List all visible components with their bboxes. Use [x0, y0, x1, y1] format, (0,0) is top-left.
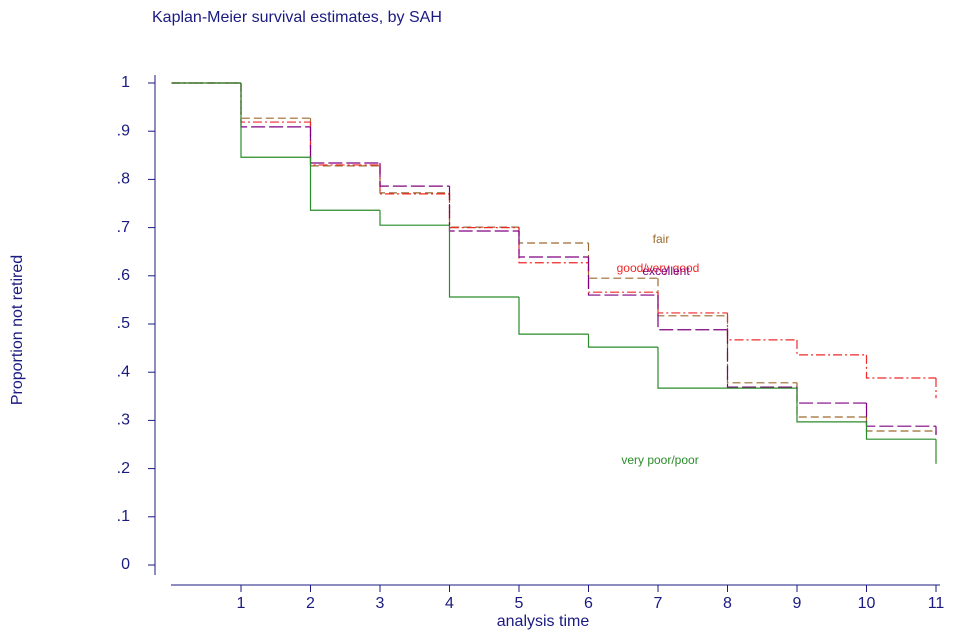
x-tick-label: 3 [376, 595, 385, 612]
km-step [796, 382, 867, 418]
x-tick-label: 1 [237, 595, 246, 612]
km-step [379, 164, 450, 195]
km-step [518, 230, 589, 258]
km-step [240, 83, 311, 119]
km-step [518, 227, 589, 264]
km-step [657, 278, 728, 317]
y-tick-label: .3 [117, 412, 130, 429]
km-step [865, 403, 936, 427]
y-tick-label: .9 [117, 122, 130, 139]
y-tick-label: .6 [117, 267, 130, 284]
y-tick-label: .5 [117, 315, 130, 332]
km-step [448, 225, 519, 298]
km-step [796, 339, 867, 356]
km-step [726, 312, 797, 341]
y-axis-label: Proportion not retired [9, 255, 26, 405]
km-step [865, 417, 936, 432]
km-step [865, 354, 936, 379]
km-step [309, 157, 380, 211]
x-tick-label: 5 [515, 595, 524, 612]
km-step [518, 227, 589, 244]
y-tick-label: .7 [117, 219, 130, 236]
km-step [726, 329, 797, 388]
km-step [379, 210, 450, 226]
y-tick-label: .1 [117, 508, 130, 525]
y-tick-label: .4 [117, 363, 130, 380]
x-tick-label: 8 [723, 595, 732, 612]
series-label: very poor/poor [621, 453, 698, 467]
series-label: good/very good [617, 261, 700, 275]
y-tick-label: 0 [121, 556, 130, 573]
x-tick-label: 7 [654, 595, 663, 612]
km-step [587, 257, 658, 296]
km-step [309, 126, 380, 164]
km-step [309, 118, 380, 167]
km-step [309, 122, 380, 166]
x-tick-label: 9 [793, 595, 802, 612]
km-step [448, 192, 519, 228]
km-step [657, 347, 728, 389]
km-step [240, 83, 311, 158]
y-tick-label: 1 [121, 74, 130, 91]
km-step [726, 315, 797, 384]
y-tick-label: .8 [117, 171, 130, 188]
km-step [448, 193, 519, 229]
x-tick-label: 11 [928, 595, 945, 612]
y-tick-label: .2 [117, 460, 130, 477]
km-step [587, 262, 658, 293]
x-tick-label: 4 [445, 595, 454, 612]
x-tick-label: 10 [858, 595, 876, 612]
km-step [865, 421, 936, 440]
x-tick-label: 2 [306, 595, 315, 612]
chart-title: Kaplan-Meier survival estimates, by SAH [152, 9, 442, 26]
km-step [240, 83, 311, 123]
x-axis-label: analysis time [497, 613, 590, 630]
km-step [657, 292, 728, 314]
series-label: fair [653, 232, 670, 246]
km-step [240, 83, 311, 128]
km-step [379, 165, 450, 194]
series-label: excellent [642, 264, 690, 278]
km-step [796, 387, 867, 404]
km-step [448, 186, 519, 232]
km-step [587, 334, 658, 348]
km-step [796, 388, 867, 423]
x-tick-label: 6 [584, 595, 593, 612]
km-step [518, 297, 589, 335]
km-step [379, 163, 450, 187]
km-step [657, 295, 728, 331]
